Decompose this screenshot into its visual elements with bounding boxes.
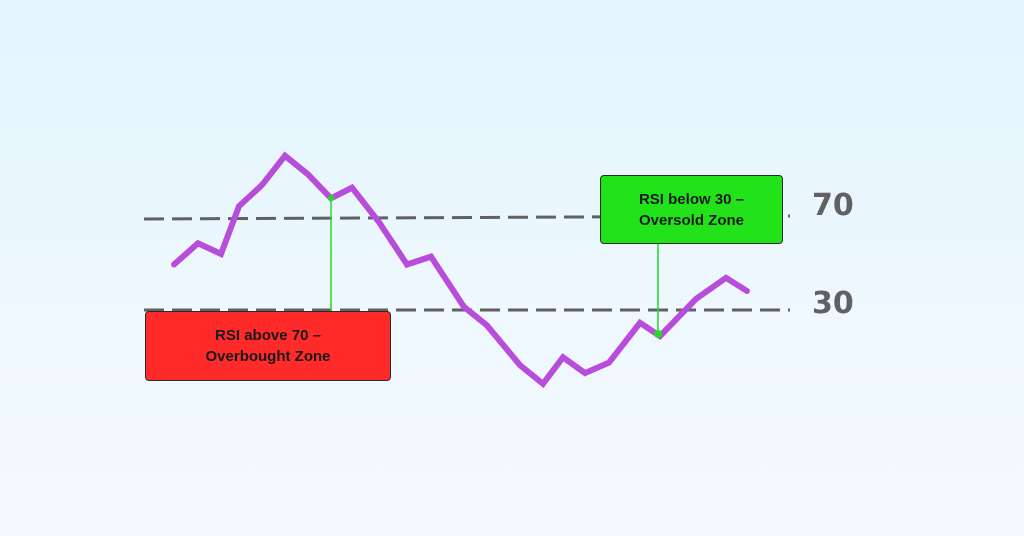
overbought-level-label: 70	[812, 188, 854, 223]
oversold-callout-line1: RSI below 30 –	[638, 190, 745, 208]
overbought-callout-line2: Overbought Zone	[205, 348, 331, 365]
oversold-callout: RSI below 30 – Oversold Zone	[600, 175, 783, 244]
oversold-connector-dot	[654, 330, 662, 338]
overbought-callout-line1: RSI above 70 –	[215, 327, 321, 344]
rsi-line	[171, 151, 750, 389]
overbought-connector-dot	[328, 195, 334, 201]
oversold-level-label: 30	[812, 286, 854, 321]
oversold-callout-line2: Oversold Zone	[638, 211, 745, 229]
overbought-callout: RSI above 70 – Overbought Zone	[145, 311, 391, 381]
